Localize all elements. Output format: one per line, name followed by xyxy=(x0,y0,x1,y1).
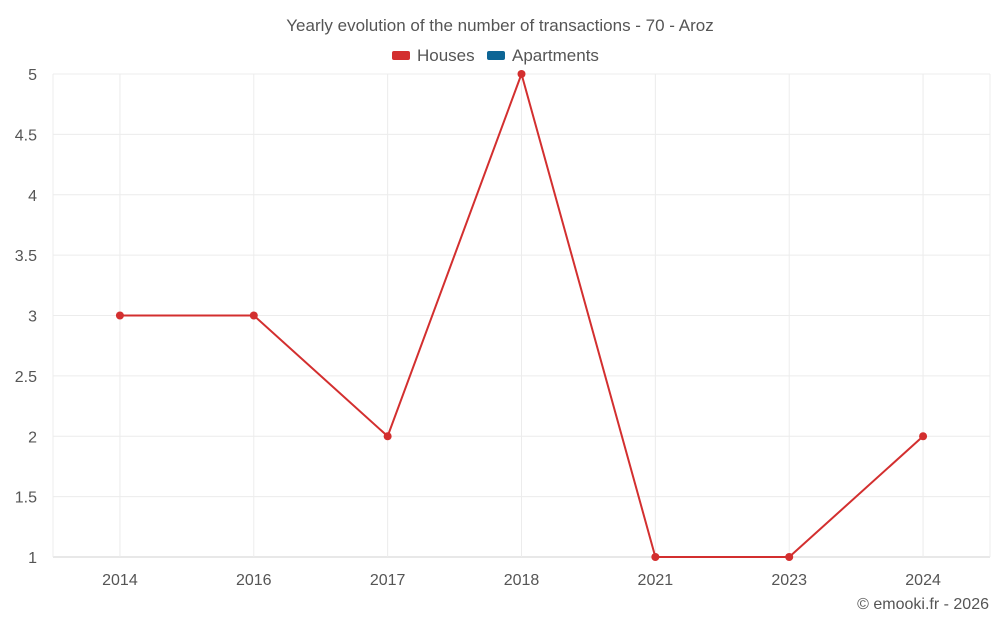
legend-label-apartments: Apartments xyxy=(512,46,599,65)
data-point-houses[interactable] xyxy=(249,311,258,320)
y-tick-label: 3 xyxy=(28,309,37,326)
legend-item-houses[interactable]: Houses xyxy=(392,46,475,65)
legend-label-houses: Houses xyxy=(417,46,475,65)
y-axis: 1 1.5 2 2.5 3 3.5 4 4.5 5 xyxy=(15,67,37,567)
data-point-houses[interactable] xyxy=(115,311,124,320)
plot-area xyxy=(115,70,928,561)
legend-swatch-houses xyxy=(392,51,410,60)
x-tick-label: 2018 xyxy=(504,572,540,589)
y-tick-label: 2.5 xyxy=(15,369,37,386)
data-point-houses[interactable] xyxy=(919,432,928,441)
y-tick-label: 3.5 xyxy=(15,248,37,265)
x-tick-label: 2024 xyxy=(905,572,941,589)
y-tick-label: 4 xyxy=(28,188,37,205)
y-tick-label: 1 xyxy=(28,550,37,567)
x-tick-label: 2023 xyxy=(771,572,807,589)
legend: Houses Apartments xyxy=(392,46,599,65)
data-point-houses[interactable] xyxy=(651,553,660,561)
x-axis: 2014 2016 2017 2018 2021 2023 2024 xyxy=(102,572,941,589)
y-tick-label: 4.5 xyxy=(15,127,37,144)
copyright-text: © emooki.fr - 2026 xyxy=(857,596,989,613)
x-tick-label: 2016 xyxy=(236,572,272,589)
x-tick-label: 2021 xyxy=(638,572,674,589)
data-point-houses[interactable] xyxy=(785,553,794,561)
y-tick-label: 2 xyxy=(28,429,37,446)
y-tick-label: 1.5 xyxy=(15,490,37,507)
x-tick-label: 2014 xyxy=(102,572,138,589)
data-point-houses[interactable] xyxy=(383,432,392,441)
chart-title: Yearly evolution of the number of transa… xyxy=(286,16,713,35)
legend-item-apartments[interactable]: Apartments xyxy=(487,46,599,65)
x-tick-label: 2017 xyxy=(370,572,406,589)
data-point-houses[interactable] xyxy=(517,70,526,78)
y-tick-label: 5 xyxy=(28,67,37,84)
legend-swatch-apartments xyxy=(487,51,505,60)
grid xyxy=(52,73,991,558)
